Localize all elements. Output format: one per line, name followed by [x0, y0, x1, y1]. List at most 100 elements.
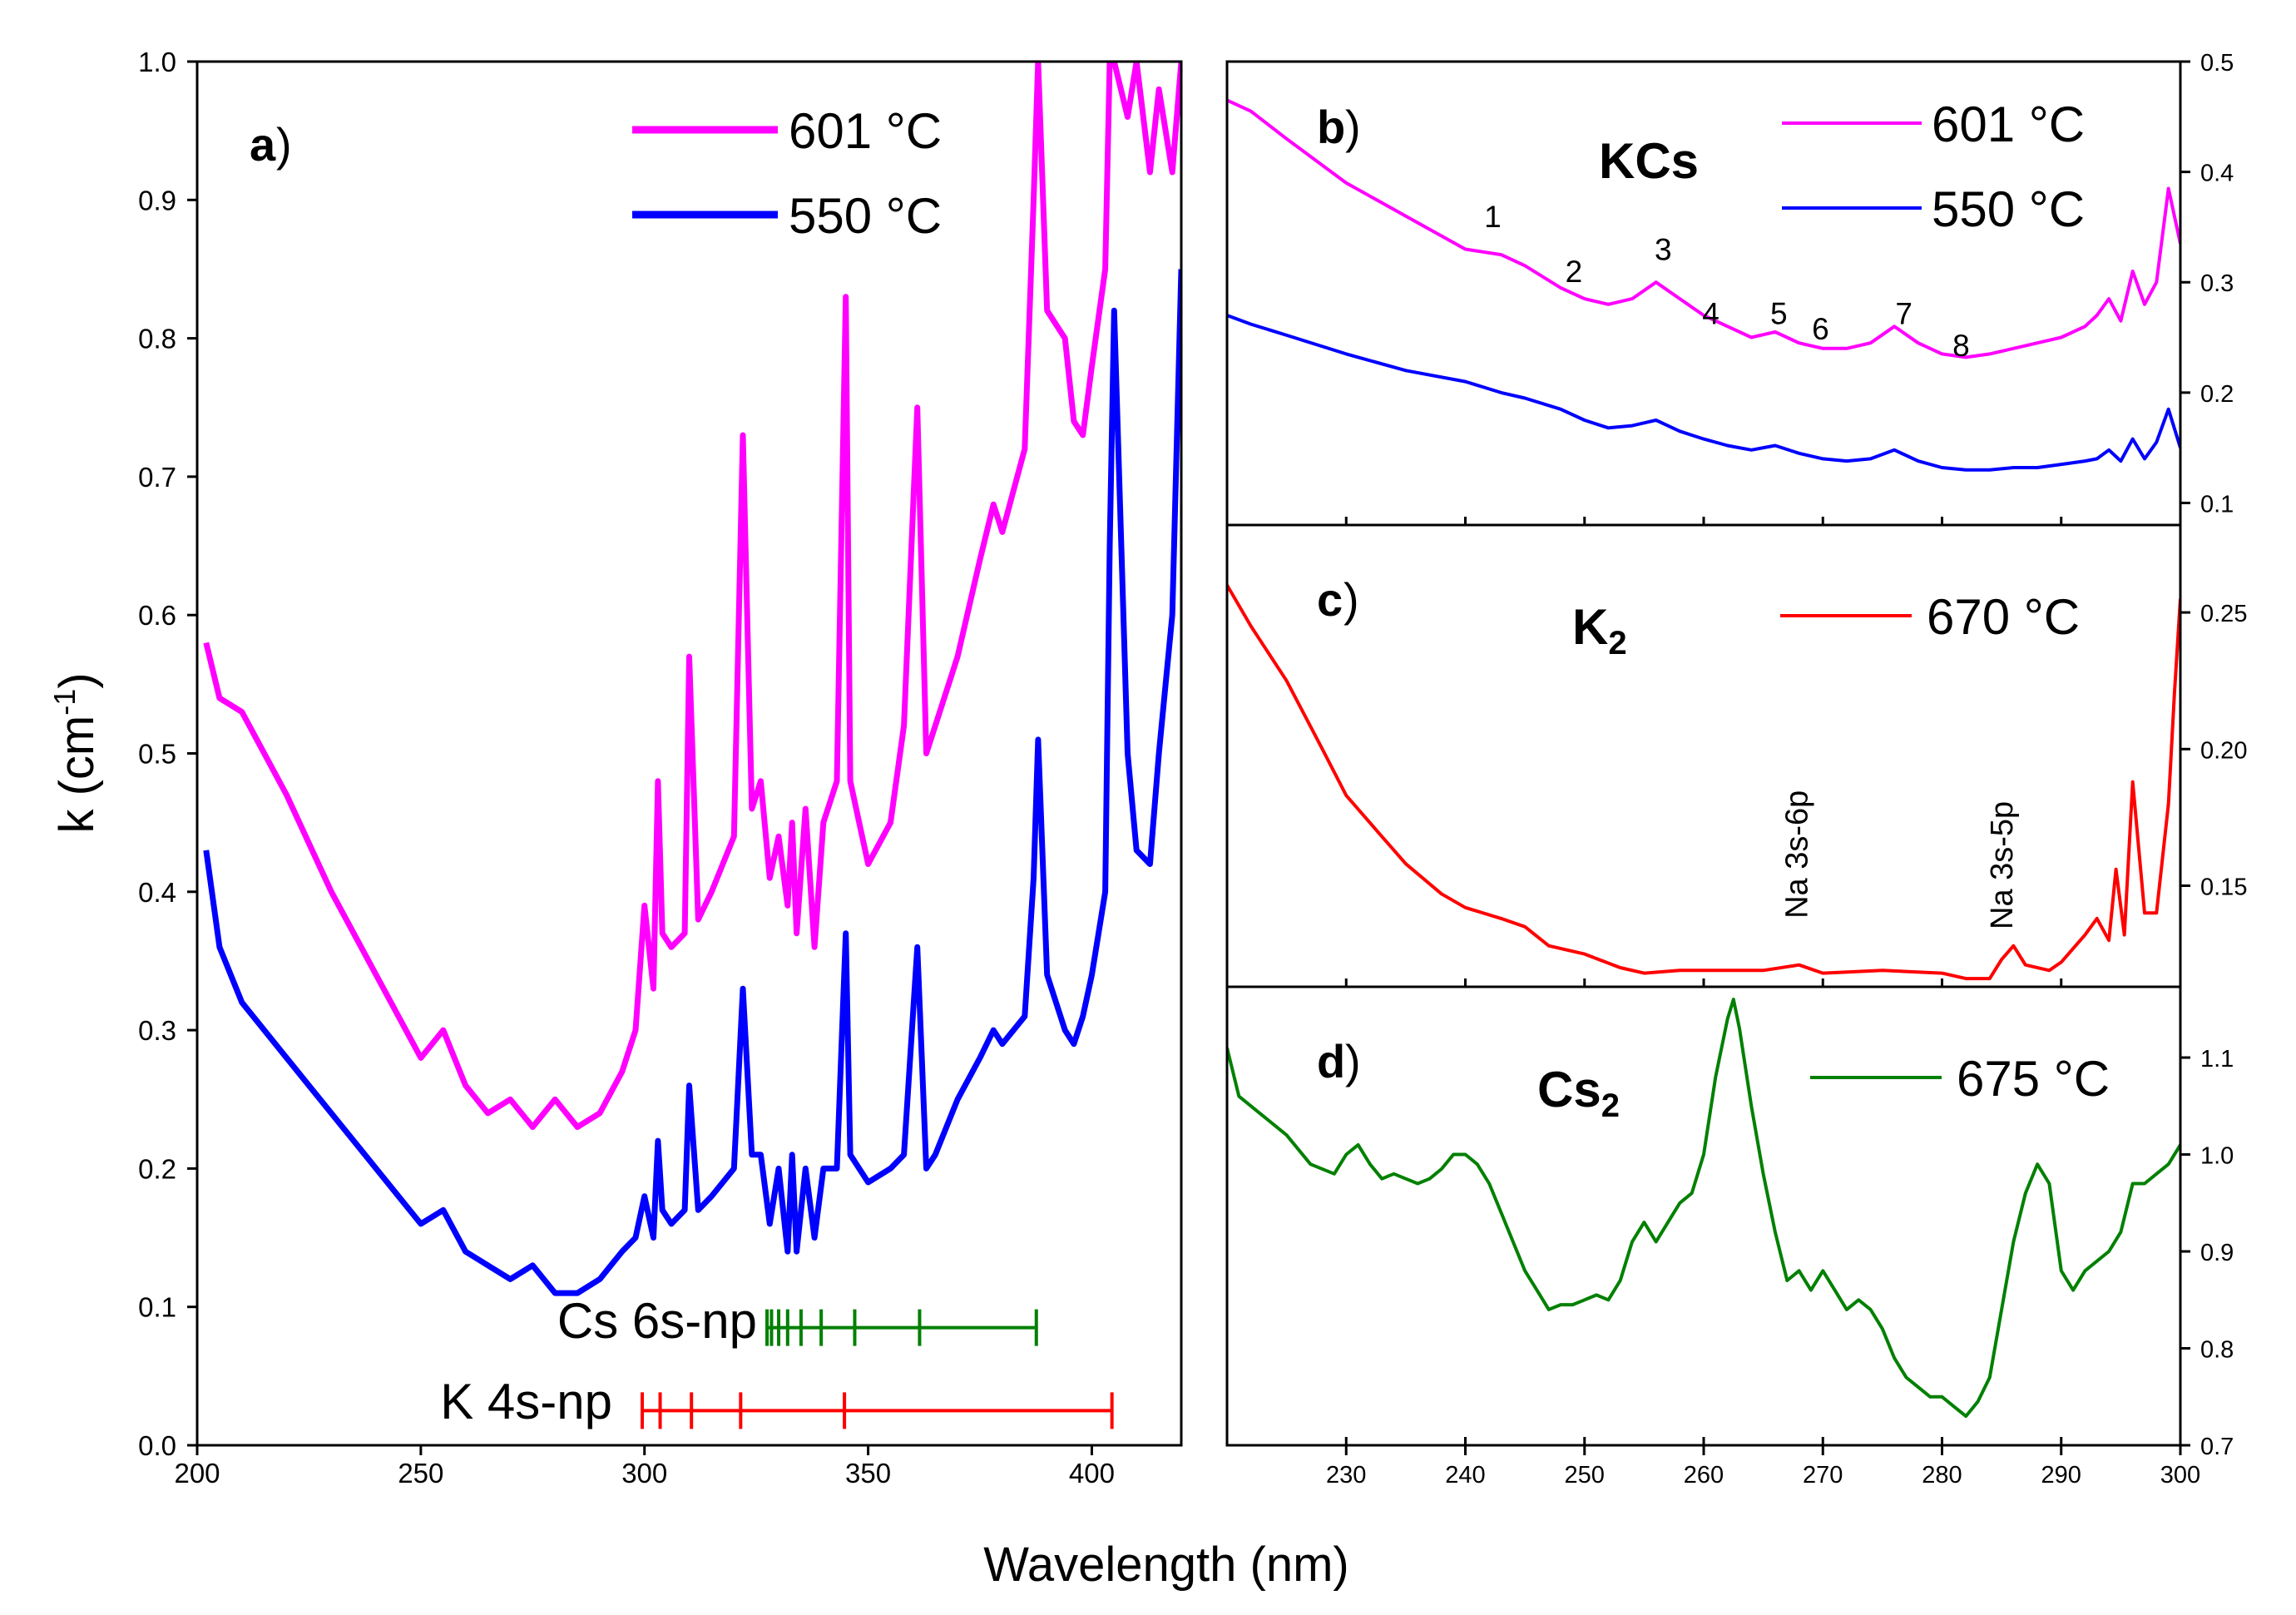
- panel-d-frame: [1225, 985, 2182, 1447]
- y-axis-title-sup: -1: [47, 689, 82, 716]
- peak-label-4: 5: [1770, 297, 1788, 331]
- panel-c-ticks: 0.15 0.20 0.25: [1344, 601, 2247, 987]
- panel-a-paren: ): [276, 118, 292, 171]
- peak-label-5: 6: [1812, 312, 1829, 346]
- panel-b-legend: 601 °C 550 °C: [1782, 97, 2085, 237]
- y-axis-title-end: ): [50, 672, 104, 688]
- panel-a-legend: 601 °C 550 °C: [632, 103, 942, 244]
- legend-label-550: 550 °C: [789, 188, 942, 244]
- panel-b-paren: ): [1345, 101, 1361, 153]
- x-tick-label-a-2: 300: [621, 1458, 667, 1489]
- x-tick-label-d-5: 280: [1922, 1462, 1962, 1489]
- y-tick-label-b-3: 0.4: [2200, 161, 2234, 187]
- y-axis-title-main: k (cm: [50, 716, 104, 834]
- panel-c-annotations: Na 3s-6p Na 3s-5p: [1780, 790, 2020, 929]
- y-tick-label-a-8: 0.8: [138, 324, 176, 354]
- panel-a-transitions: [641, 1309, 1114, 1429]
- y-tick-label-d-2: 0.9: [2200, 1240, 2234, 1266]
- y-tick-label-b-2: 0.3: [2200, 270, 2234, 297]
- panel-c-species-sub: 2: [1608, 625, 1626, 661]
- y-tick-label-d-4: 1.1: [2200, 1046, 2234, 1073]
- peak-label-1: 2: [1566, 255, 1583, 289]
- y-tick-label-c-0: 0.15: [2200, 874, 2247, 900]
- series-line-c-0: [1227, 584, 2180, 981]
- peak-label-0: 1: [1484, 200, 1502, 234]
- panel-d-species-main: Cs: [1537, 1062, 1601, 1117]
- na-annotation-0: Na 3s-6p: [1780, 790, 1815, 919]
- y-tick-label-b-1: 0.2: [2200, 381, 2234, 408]
- right-frames: [1225, 60, 2182, 1447]
- peak-label-3: 4: [1702, 297, 1720, 331]
- panel-d-ticks: 0.7 0.8 0.9 1.0 1.1 230 240 250 260 270 280 290 300: [1326, 1046, 2234, 1489]
- y-tick-label-b-0: 0.1: [2200, 491, 2234, 518]
- panel-d-species: Cs2: [1537, 1062, 1620, 1124]
- x-axis-title: Wavelength (nm): [983, 1538, 1348, 1592]
- x-tick-label-d-6: 290: [2041, 1462, 2081, 1489]
- series-line-a-1: [203, 269, 1181, 1296]
- panel-a-series: [203, 62, 1181, 1296]
- series-line-b-0: [1227, 98, 2180, 359]
- y-tick-label-a-0: 0.0: [138, 1430, 176, 1461]
- panel-a-letter: a: [250, 118, 276, 171]
- y-tick-label-a-9: 0.9: [138, 185, 176, 215]
- y-tick-label-a-6: 0.6: [138, 600, 176, 631]
- peak-label-2: 3: [1655, 233, 1672, 267]
- legend-label-b-550: 550 °C: [1932, 181, 2085, 237]
- y-tick-label-c-2: 0.25: [2200, 601, 2247, 627]
- x-tick-label-a-1: 250: [398, 1458, 443, 1489]
- y-tick-label-c-1: 0.20: [2200, 737, 2247, 764]
- panel-c-paren: ): [1343, 573, 1359, 626]
- y-tick-label-a-5: 0.5: [138, 739, 176, 770]
- panel-d-letter: d: [1317, 1035, 1345, 1087]
- panel-d-legend: 675 °C: [1810, 1051, 2110, 1107]
- x-tick-label-d-1: 240: [1445, 1462, 1485, 1489]
- panel-c-series: [1227, 584, 2180, 981]
- k-lines-label: K 4s-np: [440, 1374, 612, 1429]
- y-tick-label-a-7: 0.7: [138, 462, 176, 493]
- panel-c: 0.15 0.20 0.25 Na 3s-6p Na 3s-5p c ) K2 670…: [1227, 573, 2247, 987]
- panel-d-paren: ): [1345, 1035, 1361, 1087]
- series-line-a-0: [203, 62, 1181, 1130]
- y-tick-label-d-1: 0.8: [2200, 1337, 2234, 1364]
- x-tick-label-d-0: 230: [1326, 1462, 1366, 1489]
- x-tick-label-a-3: 350: [845, 1458, 891, 1489]
- y-tick-label-a-1: 0.1: [138, 1292, 176, 1323]
- y-tick-label-d-0: 0.7: [2200, 1434, 2234, 1460]
- panel-a: 0.0 0.1 0.2 0.3 0.4 0.5 0.6 0.7 0.8 0.9 1.0 200 250 3…: [47, 47, 1183, 1489]
- x-tick-label-a-4: 400: [1069, 1458, 1115, 1489]
- y-tick-label-a-10: 1.0: [138, 47, 176, 77]
- legend-label-601: 601 °C: [789, 103, 942, 159]
- y-tick-label-b-4: 0.5: [2200, 50, 2234, 77]
- cs-lines-label: Cs 6s-np: [557, 1293, 757, 1349]
- panel-b-species: KCs: [1599, 133, 1699, 189]
- panel-d-species-sub: 2: [1601, 1087, 1620, 1124]
- legend-label-d-675: 675 °C: [1957, 1051, 2110, 1107]
- na-annotation-1: Na 3s-5p: [1985, 801, 2020, 929]
- x-tick-label-d-4: 270: [1803, 1462, 1843, 1489]
- panel-b-ticks: 0.1 0.2 0.3 0.4 0.5: [1344, 50, 2234, 525]
- panel-c-species-main: K: [1572, 599, 1608, 655]
- panel-b-series: [1227, 98, 2180, 472]
- y-tick-label-a-2: 0.2: [138, 1153, 176, 1184]
- legend-label-c-670: 670 °C: [1927, 589, 2080, 645]
- panel-c-letter: c: [1317, 573, 1343, 626]
- y-axis-title: k (cm-1): [47, 672, 104, 833]
- x-tick-label-d-3: 260: [1684, 1462, 1724, 1489]
- x-tick-label-d-7: 300: [2160, 1462, 2200, 1489]
- x-tick-label-d-2: 250: [1565, 1462, 1605, 1489]
- series-line-b-1: [1227, 314, 2180, 472]
- series-line-d-0: [1227, 998, 2180, 1419]
- panel-b-letter: b: [1317, 101, 1345, 153]
- panel-c-legend: 670 °C: [1780, 589, 2080, 645]
- x-tick-label-a-0: 200: [174, 1458, 220, 1489]
- peak-label-6: 7: [1895, 297, 1913, 331]
- peak-label-7: 8: [1952, 329, 1970, 363]
- y-tick-label-d-3: 1.0: [2200, 1143, 2234, 1170]
- legend-label-b-601: 601 °C: [1932, 97, 2085, 152]
- panel-a-ticks: 0.0 0.1 0.2 0.3 0.4 0.5 0.6 0.7 0.8 0.9 1.0 200 250 3…: [138, 47, 1115, 1489]
- y-tick-label-a-3: 0.3: [138, 1015, 176, 1046]
- y-tick-label-a-4: 0.4: [138, 877, 176, 908]
